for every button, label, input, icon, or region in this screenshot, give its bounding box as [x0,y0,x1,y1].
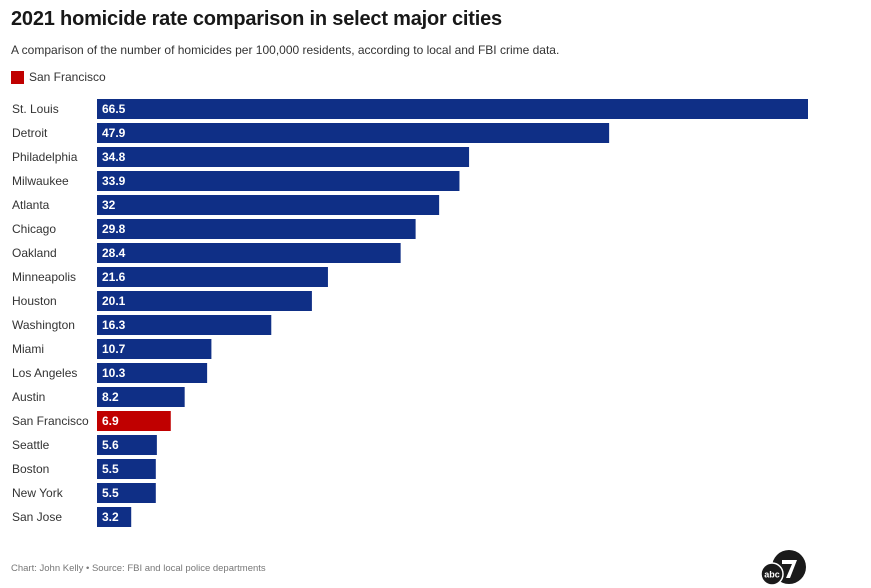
category-label: Los Angeles [12,366,77,380]
category-label: Oakland [12,246,57,260]
bar [97,291,312,311]
data-label: 6.9 [102,414,119,428]
abc7-logo: abc [760,550,806,586]
bar [97,459,156,479]
bar [97,171,460,191]
chart-subtitle: A comparison of the number of homicides … [11,43,560,57]
category-label: St. Louis [12,102,59,116]
data-label: 47.9 [102,126,126,140]
data-label: 21.6 [102,270,126,284]
category-label: Minneapolis [12,270,76,284]
category-label: Seattle [12,438,50,452]
data-label: 66.5 [102,102,126,116]
bar [97,507,132,527]
legend-label: San Francisco [29,70,106,84]
bar [97,99,808,119]
category-label: Miami [12,342,44,356]
bar [97,147,470,167]
data-label: 5.6 [102,438,119,452]
data-label: 34.8 [102,150,126,164]
bar [97,219,416,239]
category-label: New York [12,486,64,500]
data-label: 32 [102,198,116,212]
bar [97,363,208,383]
bar [97,435,157,455]
category-label: Milwaukee [12,174,69,188]
data-label: 5.5 [102,486,119,500]
category-label: Chicago [12,222,56,236]
data-label: 3.2 [102,510,119,524]
bar [97,195,440,215]
bar [97,387,185,407]
bar [97,411,171,431]
bar [97,339,212,359]
chart-credit: Chart: John Kelly • Source: FBI and loca… [11,563,266,574]
bar [97,123,610,143]
category-label: San Jose [12,510,62,524]
bar [97,315,272,335]
data-label: 33.9 [102,174,126,188]
data-label: 10.3 [102,366,126,380]
category-label: San Francisco [12,414,89,428]
data-label: 10.7 [102,342,126,356]
data-label: 16.3 [102,318,126,332]
data-label: 5.5 [102,462,119,476]
bar [97,267,328,287]
data-label: 29.8 [102,222,126,236]
data-label: 8.2 [102,390,119,404]
category-label: Atlanta [12,198,50,212]
legend-swatch [11,70,24,84]
legend: San Francisco [11,70,106,84]
category-label: Detroit [12,126,48,140]
data-label: 20.1 [102,294,126,308]
category-label: Austin [12,390,45,404]
category-label: Boston [12,462,49,476]
logo-abc-text: abc [764,570,780,580]
bar [97,483,156,503]
data-label: 28.4 [102,246,126,260]
category-label: Washington [12,318,75,332]
category-label: Houston [12,294,57,308]
category-label: Philadelphia [12,150,78,164]
chart-title: 2021 homicide rate comparison in select … [11,8,502,30]
bar [97,243,401,263]
